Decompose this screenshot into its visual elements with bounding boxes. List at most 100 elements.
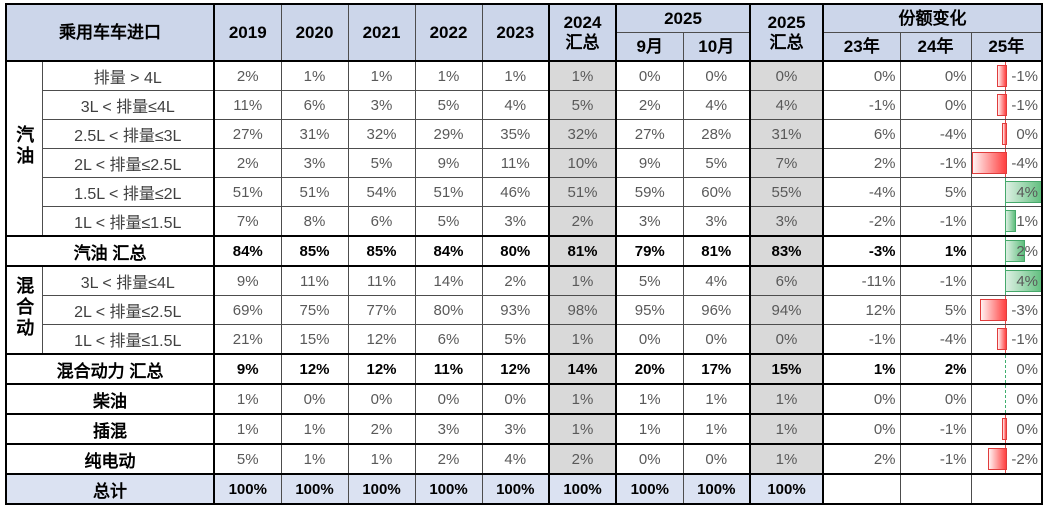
value-cell[interactable]: 29% <box>414 119 483 149</box>
value-cell[interactable]: 0% <box>899 60 972 91</box>
value-cell[interactable]: 8% <box>280 206 349 237</box>
value-cell[interactable]: 4% <box>481 443 550 475</box>
share-change-bar-cell[interactable]: -3% <box>970 295 1043 325</box>
row-label[interactable]: 插混 <box>5 413 215 445</box>
value-cell[interactable]: 100% <box>749 473 824 505</box>
value-cell[interactable]: -4% <box>899 324 972 355</box>
row-label[interactable]: 总计 <box>5 473 215 505</box>
value-cell[interactable]: 98% <box>548 295 617 325</box>
value-cell[interactable]: 3% <box>749 206 824 237</box>
share-change-bar-cell[interactable] <box>970 473 1043 505</box>
col-header-oct[interactable]: 10月 <box>682 32 751 62</box>
share-change-bar-cell[interactable]: 0% <box>970 413 1043 445</box>
value-cell[interactable]: 6% <box>347 206 416 237</box>
value-cell[interactable]: 59% <box>615 177 684 207</box>
row-label[interactable]: 排量 > 4L <box>41 60 215 91</box>
value-cell[interactable]: 80% <box>414 295 483 325</box>
value-cell[interactable]: 3% <box>615 206 684 237</box>
value-cell[interactable]: 5% <box>899 177 972 207</box>
value-cell[interactable]: 2% <box>822 148 901 178</box>
value-cell[interactable]: 27% <box>615 119 684 149</box>
col-group-2025[interactable]: 2025 <box>614 3 751 33</box>
value-cell[interactable]: 7% <box>213 206 282 237</box>
value-cell[interactable]: 1% <box>347 443 416 475</box>
value-cell[interactable]: 81% <box>548 235 617 267</box>
value-cell[interactable]: -3% <box>822 235 901 267</box>
share-change-bar-cell[interactable]: 0% <box>970 353 1043 385</box>
share-change-bar-cell[interactable]: 4% <box>970 265 1043 296</box>
value-cell[interactable]: 1% <box>682 383 751 415</box>
value-cell[interactable]: 4% <box>481 90 550 120</box>
value-cell[interactable]: 31% <box>749 119 824 149</box>
row-label[interactable]: 2.5L < 排量≤3L <box>41 119 215 149</box>
value-cell[interactable]: 0% <box>682 324 751 355</box>
row-label[interactable]: 3L < 排量≤4L <box>41 265 215 296</box>
col-header-2025-total[interactable]: 2025 汇总 <box>749 3 824 62</box>
value-cell[interactable]: -1% <box>899 443 972 475</box>
value-cell[interactable]: 0% <box>899 383 972 415</box>
value-cell[interactable]: 27% <box>213 119 282 149</box>
value-cell[interactable]: 1% <box>899 235 972 267</box>
value-cell[interactable]: 51% <box>213 177 282 207</box>
value-cell[interactable]: 32% <box>347 119 416 149</box>
row-label[interactable]: 1L < 排量≤1.5L <box>41 206 215 237</box>
value-cell[interactable]: 2% <box>548 206 617 237</box>
value-cell[interactable]: -11% <box>822 265 901 296</box>
value-cell[interactable]: 85% <box>280 235 349 267</box>
value-cell[interactable]: 4% <box>682 90 751 120</box>
value-cell[interactable]: 94% <box>749 295 824 325</box>
value-cell[interactable]: 100% <box>682 473 751 505</box>
value-cell[interactable]: -1% <box>822 90 901 120</box>
value-cell[interactable]: 3% <box>481 206 550 237</box>
value-cell[interactable]: 0% <box>682 443 751 475</box>
value-cell[interactable]: 12% <box>280 353 349 385</box>
col-header-share-25[interactable]: 25年 <box>970 32 1043 62</box>
value-cell[interactable]: 9% <box>213 265 282 296</box>
col-header-2023[interactable]: 2023 <box>481 3 550 62</box>
value-cell[interactable]: 2% <box>414 443 483 475</box>
col-header-2022[interactable]: 2022 <box>414 3 483 62</box>
value-cell[interactable]: 3% <box>280 148 349 178</box>
share-change-bar-cell[interactable]: -1% <box>970 324 1043 355</box>
value-cell[interactable]: 3% <box>347 90 416 120</box>
value-cell[interactable]: 2% <box>347 413 416 445</box>
value-cell[interactable]: 5% <box>347 148 416 178</box>
value-cell[interactable]: 0% <box>749 60 824 91</box>
value-cell[interactable]: 21% <box>213 324 282 355</box>
value-cell[interactable]: 1% <box>682 413 751 445</box>
value-cell[interactable]: 0% <box>615 443 684 475</box>
value-cell[interactable]: 100% <box>615 473 684 505</box>
value-cell[interactable]: 85% <box>347 235 416 267</box>
value-cell[interactable]: 6% <box>414 324 483 355</box>
share-change-bar-cell[interactable]: 0% <box>970 383 1043 415</box>
value-cell[interactable]: 9% <box>414 148 483 178</box>
value-cell[interactable]: 15% <box>749 353 824 385</box>
value-cell[interactable]: 11% <box>414 353 483 385</box>
value-cell[interactable]: 84% <box>414 235 483 267</box>
value-cell[interactable]: 10% <box>548 148 617 178</box>
value-cell[interactable]: 100% <box>548 473 617 505</box>
value-cell[interactable]: 2% <box>615 90 684 120</box>
value-cell[interactable]: 2% <box>548 443 617 475</box>
value-cell[interactable]: 1% <box>615 383 684 415</box>
value-cell[interactable]: 0% <box>822 60 901 91</box>
value-cell[interactable]: 12% <box>347 324 416 355</box>
value-cell[interactable]: 5% <box>548 90 617 120</box>
value-cell[interactable]: 6% <box>280 90 349 120</box>
value-cell[interactable]: 0% <box>347 383 416 415</box>
value-cell[interactable]: 7% <box>749 148 824 178</box>
value-cell[interactable]: 1% <box>749 443 824 475</box>
value-cell[interactable]: -1% <box>899 206 972 237</box>
col-header-2021[interactable]: 2021 <box>347 3 416 62</box>
value-cell[interactable]: 15% <box>280 324 349 355</box>
value-cell[interactable]: 51% <box>414 177 483 207</box>
value-cell[interactable]: 93% <box>481 295 550 325</box>
value-cell[interactable]: 3% <box>414 413 483 445</box>
value-cell[interactable]: 35% <box>481 119 550 149</box>
value-cell[interactable]: -1% <box>899 148 972 178</box>
value-cell[interactable]: 100% <box>280 473 349 505</box>
value-cell[interactable]: 4% <box>682 265 751 296</box>
value-cell[interactable]: 1% <box>213 413 282 445</box>
value-cell[interactable]: 0% <box>749 324 824 355</box>
value-cell[interactable]: 2% <box>213 60 282 91</box>
